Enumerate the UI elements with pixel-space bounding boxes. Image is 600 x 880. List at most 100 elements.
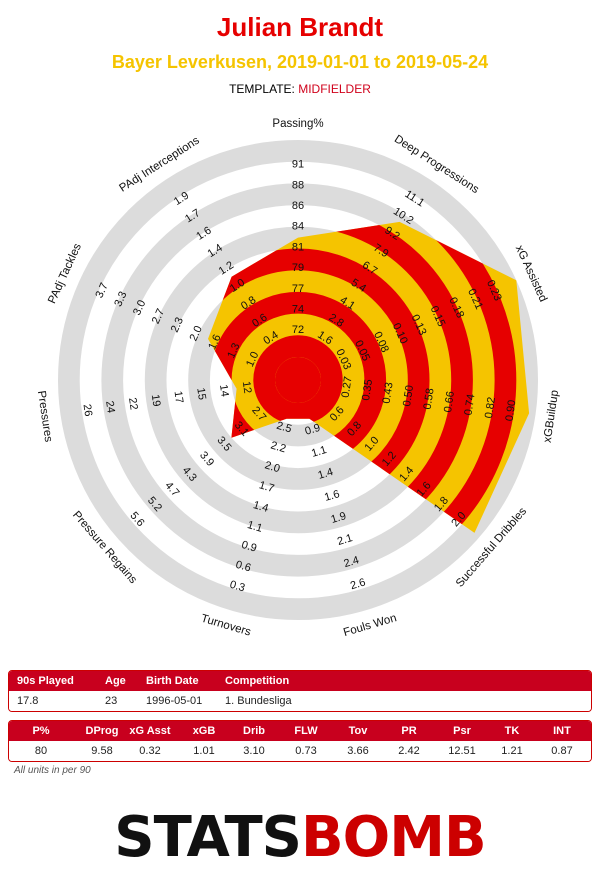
metric-label: Passing% <box>272 118 323 130</box>
stats-header-cell: P% <box>32 725 50 737</box>
tick-label: 14 <box>217 384 231 398</box>
info-table-header: 90s Played Age Birth Date Competition <box>9 671 591 691</box>
metric-label: Turnovers <box>200 613 253 639</box>
tick-label: 72 <box>292 324 304 336</box>
tick-label: 0.74 <box>463 393 478 416</box>
info-value-cell: 1. Bundesliga <box>225 695 292 707</box>
tick-label: 0.50 <box>401 384 416 407</box>
tick-label: 3.3 <box>112 290 129 309</box>
metric-label: xGBuildup <box>542 389 561 443</box>
tick-label: 79 <box>292 262 304 274</box>
tick-label: 3.0 <box>131 298 148 317</box>
radar-chart: 727477798184868891Passing%1.62.84.15.46.… <box>35 118 561 639</box>
stats-table: P% DProg xG Asst xGB Drib FLW Tov PR Psr TK INT 80… <box>8 720 592 762</box>
tick-label: 3.9 <box>197 449 216 468</box>
stats-value-cell: 9.58 <box>91 745 113 757</box>
player-name: Julian Brandt <box>216 12 384 42</box>
tick-label: 86 <box>292 200 304 212</box>
tick-label: 1.3 <box>225 341 242 360</box>
info-table: 90s Played Age Birth Date Competition 17… <box>8 670 592 712</box>
tick-label: 2.4 <box>342 554 360 570</box>
tick-label: 0.82 <box>483 396 498 419</box>
stats-value-cell: 2.42 <box>398 745 420 757</box>
tick-label: 91 <box>292 159 304 171</box>
stats-value-cell: 1.21 <box>501 745 523 757</box>
stats-header-cell: Psr <box>453 725 471 737</box>
tick-label: 2.7 <box>150 307 167 326</box>
tick-label: 2.0 <box>188 324 205 343</box>
tick-label: 0.90 <box>504 399 519 422</box>
stats-header-cell: FLW <box>294 725 318 737</box>
tick-label: 2.3 <box>169 316 186 335</box>
logo-text-bomb: BOMB <box>301 805 487 870</box>
team-and-dates: Bayer Leverkusen, 2019-01-01 to 2019-05-… <box>111 52 489 72</box>
template-label: TEMPLATE: <box>229 82 295 96</box>
radar-center <box>275 357 321 403</box>
tick-label: 74 <box>292 304 304 316</box>
tick-label: 22 <box>126 397 140 411</box>
tick-label: 77 <box>292 283 304 295</box>
tick-label: 84 <box>292 221 304 233</box>
tick-label: 1.1 <box>246 519 264 535</box>
value-band-red <box>253 335 343 425</box>
stats-value-cell: 0.87 <box>551 745 573 757</box>
tick-label: 0.6 <box>234 559 252 575</box>
info-header-cell: Competition <box>225 675 290 687</box>
tick-label: 1.9 <box>330 510 348 526</box>
template-value: MIDFIELDER <box>298 82 371 96</box>
tick-label: 1.6 <box>323 488 341 504</box>
info-value-cell: 1996-05-01 <box>146 695 203 707</box>
tick-label: 2.1 <box>336 532 354 548</box>
tick-label: 1.7 <box>257 479 275 495</box>
tick-label: 3.7 <box>93 281 110 300</box>
stats-header-cell: xG Asst <box>129 725 171 737</box>
tick-label: 2.2 <box>269 439 287 455</box>
stats-value-cell: 0.32 <box>139 745 161 757</box>
info-header-cell: 90s Played <box>17 675 74 687</box>
stats-value-cell: 12.51 <box>448 745 476 757</box>
stats-value-cell: 1.01 <box>193 745 215 757</box>
stats-header-cell: DProg <box>85 725 119 737</box>
tick-label: 26 <box>80 403 94 417</box>
tick-label: 1.4 <box>317 466 335 482</box>
stats-value-cell: 3.66 <box>347 745 369 757</box>
tick-label: 1.6 <box>206 333 223 352</box>
metric-label: Fouls Won <box>342 612 398 639</box>
stats-header-cell: INT <box>553 725 571 737</box>
logo-text-stats: STATS <box>114 805 302 870</box>
info-value-cell: 17.8 <box>17 695 39 707</box>
stats-value-cell: 3.10 <box>243 745 265 757</box>
grid-ring <box>58 140 538 620</box>
statsbomb-logo: STATSBOMB <box>0 805 600 870</box>
info-table-row: 17.8 23 1996-05-01 1. Bundesliga <box>9 691 591 711</box>
tick-label: 0.58 <box>422 387 437 410</box>
footnote: All units in per 90 <box>14 765 91 776</box>
stats-header-cell: PR <box>401 725 417 737</box>
stats-header-cell: xGB <box>192 725 216 737</box>
tick-label: 15 <box>194 387 208 401</box>
stats-header-cell: Tov <box>348 725 368 737</box>
info-header-cell: Birth Date <box>146 675 199 687</box>
tick-label: 88 <box>292 179 304 191</box>
tick-label: 0.43 <box>381 382 396 405</box>
tick-label: 19 <box>149 394 163 408</box>
tick-label: 0.9 <box>240 539 258 555</box>
stats-value-cell: 80 <box>34 745 48 757</box>
tick-label: 17 <box>171 390 185 404</box>
metric-label: Pressures <box>35 390 54 443</box>
tick-label: 0.9 <box>304 422 322 438</box>
tick-label: 81 <box>292 241 304 253</box>
stats-table-row: 80 9.58 0.32 1.01 3.10 0.73 3.66 2.42 12.51 1.21 0… <box>9 741 591 761</box>
info-value-cell: 23 <box>105 695 118 707</box>
stats-header-cell: Drib <box>243 725 265 737</box>
tick-label: 0.27 <box>340 376 355 399</box>
tick-label: 24 <box>103 400 117 414</box>
tick-label: 2.0 <box>263 459 281 475</box>
tick-label: 2.6 <box>349 576 367 592</box>
stats-value-cell: 0.73 <box>295 745 317 757</box>
tick-label: 0.66 <box>442 390 457 413</box>
stats-table-header: P% DProg xG Asst xGB Drib FLW Tov PR Psr TK INT <box>9 721 591 741</box>
stats-header-cell: TK <box>504 725 520 737</box>
value-band-red <box>208 221 517 533</box>
tick-label: 1.1 <box>310 444 328 460</box>
